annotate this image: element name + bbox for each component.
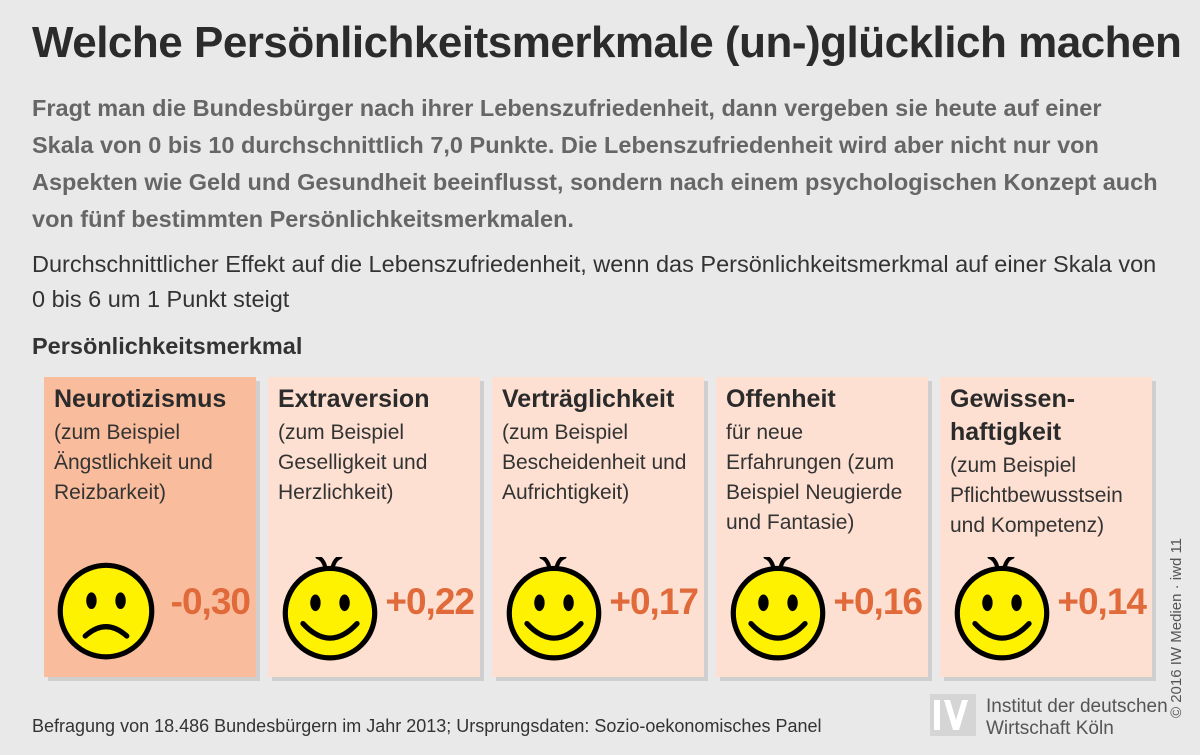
source-note: Befragung von 18.486 Bundesbürgern im Ja… — [32, 716, 822, 736]
sad-face-icon — [57, 562, 155, 660]
card-description: (zum Beispiel Bescheidenheit und Aufrich… — [502, 421, 687, 504]
card-description: für neue Erfahrungen (zum Beispiel Neugi… — [726, 421, 903, 534]
copyright: © 2016 IW Medien · iwd 11 — [1168, 537, 1185, 718]
card-title: Neurotizismus — [54, 385, 227, 413]
intro-text: Fragt man die Bundesbürger nach ihrer Le… — [32, 95, 1158, 232]
happy-face-icon — [730, 557, 826, 661]
effect-value: +0,14 — [1057, 581, 1147, 622]
page-title: Welche Persönlichkeitsmerkmale (un-)glüc… — [32, 18, 1182, 67]
card-offenheit: Offenheit für neue Erfahrungen (zum Beis… — [716, 377, 928, 677]
card-neurotizismus: Neurotizismus (zum Beispiel Ängstlichkei… — [44, 377, 256, 677]
card-title: Extraversion — [278, 385, 430, 413]
card-title: Offenheit — [726, 385, 836, 413]
subtitle: Durchschnittlicher Effekt auf die Lebens… — [32, 251, 1157, 312]
effect-value: +0,17 — [609, 581, 699, 622]
effect-value: +0,22 — [385, 581, 475, 622]
happy-face-icon — [282, 557, 378, 661]
card-title: Verträglichkeit — [502, 385, 675, 413]
card-vertraeglichkeit: Verträglichkeit (zum Beispiel Bescheiden… — [492, 377, 704, 677]
happy-face-icon — [506, 557, 602, 661]
card-description: (zum Beispiel Pflichtbewusstsein und Kom… — [950, 454, 1123, 537]
institute-line-2: Wirtschaft Köln — [986, 718, 1114, 739]
iw-logo-icon — [930, 694, 976, 736]
card-description: (zum Beispiel Geselligkeit und Herzlichk… — [278, 421, 428, 504]
card-title: Gewissen-haftigkeit — [950, 385, 1076, 446]
effect-value: +0,16 — [833, 581, 923, 622]
section-label: Persönlichkeitsmerkmal — [32, 333, 303, 359]
card-extraversion: Extraversion (zum Beispiel Geselligkeit … — [268, 377, 480, 677]
institute-name: Institut der deutschen Wirtschaft Köln — [986, 696, 1168, 740]
effect-value: -0,30 — [170, 581, 251, 622]
happy-face-icon — [954, 557, 1050, 661]
card-description: (zum Beispiel Ängstlichkeit und Reizbark… — [54, 421, 213, 504]
institute-line-1: Institut der deutschen — [986, 696, 1168, 717]
card-gewissenhaftigkeit: Gewissen-haftigkeit (zum Beispiel Pflich… — [940, 377, 1152, 677]
